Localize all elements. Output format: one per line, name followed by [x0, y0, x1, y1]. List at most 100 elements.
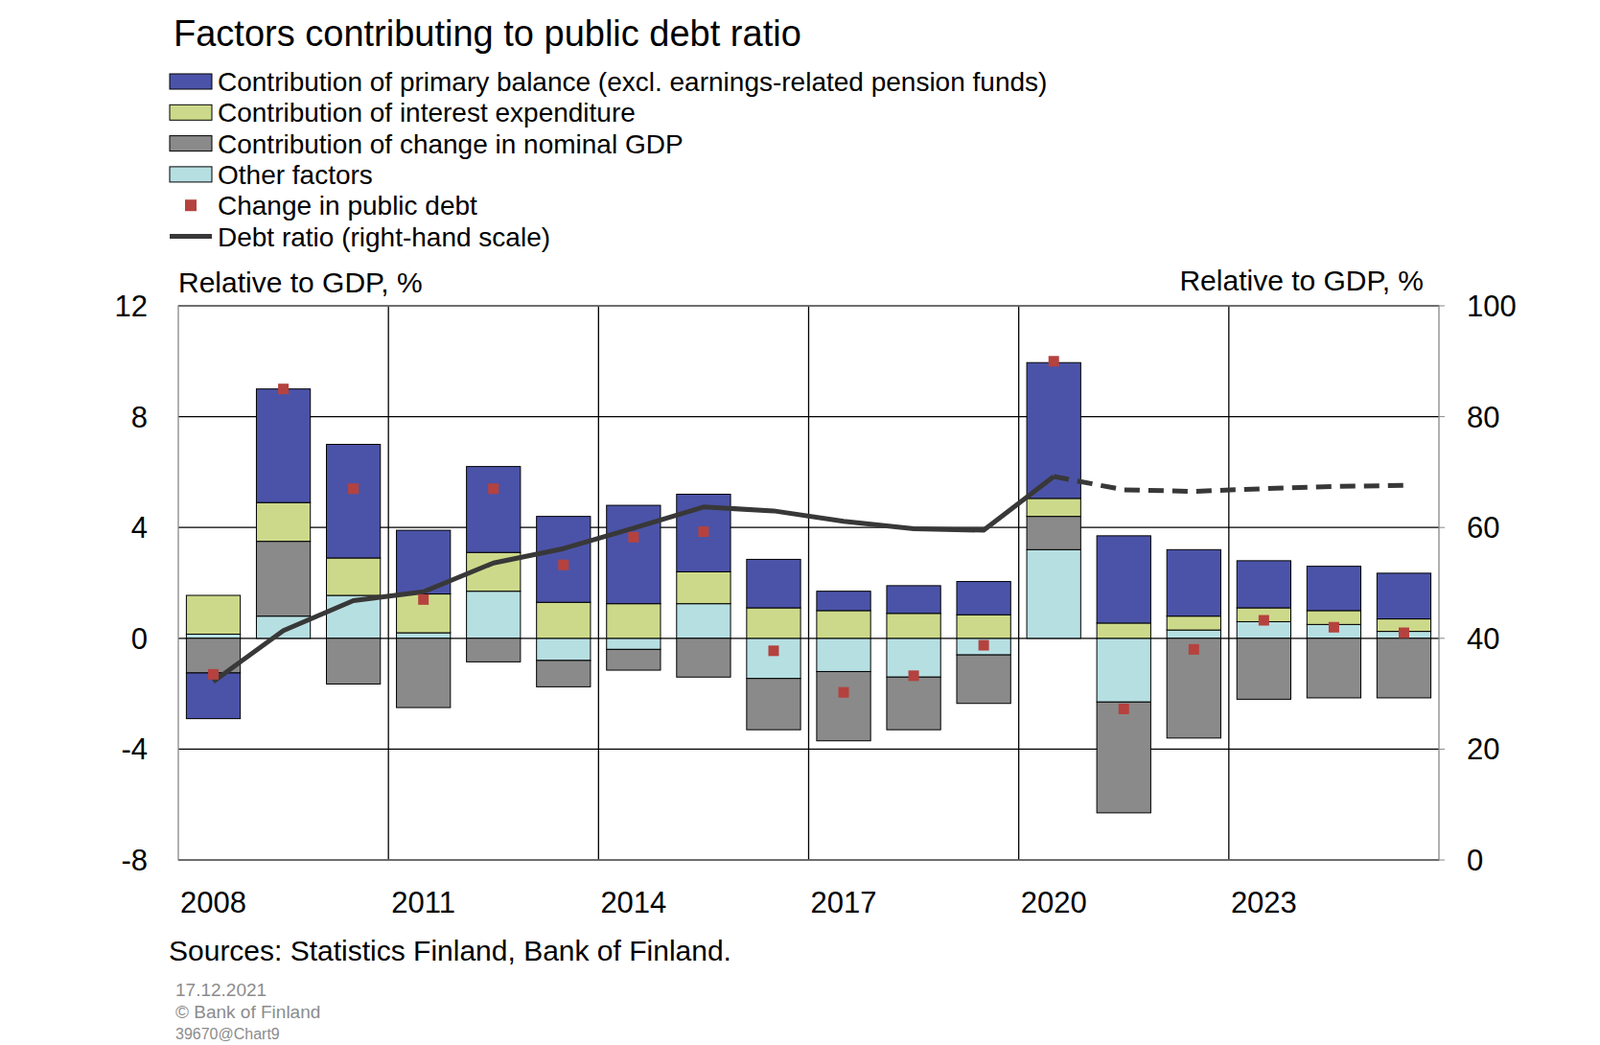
grid-line-vertical — [598, 305, 600, 860]
bar — [1096, 535, 1151, 624]
y-tick-label: 4 — [131, 510, 148, 545]
title: Factors contributing to public debt rati… — [173, 13, 802, 54]
legend-item: Contribution of primary balance (excl. e… — [169, 67, 1047, 97]
y2-tick — [1438, 305, 1445, 307]
y2-tick — [1438, 527, 1445, 529]
bar — [816, 610, 871, 639]
footnote: 17.12.2021 — [175, 979, 267, 1000]
bar — [536, 638, 591, 661]
point — [908, 670, 920, 681]
point — [1398, 627, 1410, 639]
bar — [255, 389, 310, 503]
y-tick-label: 8 — [131, 400, 148, 435]
x-tick-label: 2008 — [180, 885, 247, 920]
x-tick-label: 2014 — [600, 885, 667, 920]
grid-line-vertical — [808, 305, 810, 860]
bar — [466, 638, 521, 663]
point — [697, 526, 709, 537]
point — [1048, 355, 1060, 367]
legend-label: Contribution of change in nominal GDP — [217, 129, 684, 160]
point — [978, 640, 990, 651]
y2-tick-label: 40 — [1466, 622, 1500, 656]
legend-line — [169, 233, 212, 239]
bar — [886, 676, 941, 730]
legend-label: Contribution of primary balance (excl. e… — [217, 67, 1047, 97]
bar — [606, 638, 661, 650]
bar — [1026, 516, 1081, 551]
bar — [1236, 638, 1291, 700]
y-tick-label: -8 — [120, 843, 148, 878]
legend-item: Contribution of change in nominal GDP — [169, 129, 684, 160]
bar — [536, 516, 591, 603]
y2-axis-label: Relative to GDP, % — [1179, 264, 1424, 297]
point — [767, 645, 779, 656]
bar — [1096, 701, 1151, 813]
bar — [676, 603, 731, 639]
x-tick-label: 2020 — [1020, 885, 1088, 920]
point — [627, 532, 639, 543]
bar — [185, 633, 240, 638]
bar — [746, 678, 801, 730]
y-tick-label: 12 — [115, 289, 148, 324]
point — [347, 483, 359, 494]
footnote: © Bank of Finland — [175, 1001, 321, 1022]
x-tick-label: 2023 — [1230, 885, 1298, 920]
y2-tick-label: 20 — [1466, 732, 1500, 766]
bar — [396, 594, 451, 633]
bar — [956, 614, 1011, 639]
legend-item: Change in public debt — [185, 190, 478, 221]
bar — [185, 595, 240, 634]
y-tick-label: -4 — [120, 732, 148, 766]
point — [1328, 622, 1340, 633]
bar — [676, 571, 731, 603]
y2-tick-label: 0 — [1466, 843, 1484, 878]
background — [0, 0, 1600, 1045]
legend-swatch — [169, 136, 212, 152]
legend-label: Other factors — [217, 160, 373, 190]
point — [1258, 615, 1270, 627]
bar — [886, 585, 941, 614]
y-axis-label: Relative to GDP, % — [178, 266, 423, 299]
line — [1053, 476, 1404, 492]
bar — [1026, 549, 1081, 638]
bar — [326, 557, 381, 596]
point — [1118, 703, 1130, 715]
chart: Factors contributing to public debt rati… — [0, 0, 1600, 1045]
y2-tick — [1438, 637, 1445, 639]
plot-area — [185, 355, 1431, 813]
bar — [466, 591, 521, 639]
bar — [536, 602, 591, 639]
y2-tick-label: 100 — [1466, 289, 1517, 324]
bar — [396, 632, 451, 639]
source: Sources: Statistics Finland, Bank of Fin… — [168, 934, 732, 967]
y2-tick — [1438, 416, 1445, 418]
bar — [816, 638, 871, 673]
bar — [816, 671, 871, 741]
legend-item: Debt ratio (right-hand scale) — [169, 222, 551, 253]
bar — [1166, 629, 1221, 639]
footnote: 39670@Chart9 — [175, 1025, 280, 1043]
bar — [1166, 549, 1221, 616]
bar — [816, 591, 871, 611]
point — [417, 594, 429, 605]
bar — [676, 638, 731, 677]
grid-line-vertical — [1228, 305, 1229, 860]
grid — [178, 305, 1439, 860]
plot-frame — [178, 305, 1439, 860]
bar — [1376, 573, 1431, 620]
grid-line-vertical — [388, 305, 390, 860]
bar — [956, 654, 1011, 704]
bar — [606, 649, 661, 671]
y2-tick — [1438, 748, 1445, 750]
bar — [326, 444, 381, 558]
bar — [1096, 638, 1151, 702]
bar — [956, 638, 1011, 655]
bar — [1166, 638, 1221, 739]
point — [208, 669, 219, 680]
bar — [255, 502, 310, 541]
point — [838, 687, 850, 698]
bar — [746, 607, 801, 639]
point — [1188, 644, 1200, 655]
bar — [1236, 560, 1291, 608]
legend-swatch — [169, 166, 212, 183]
